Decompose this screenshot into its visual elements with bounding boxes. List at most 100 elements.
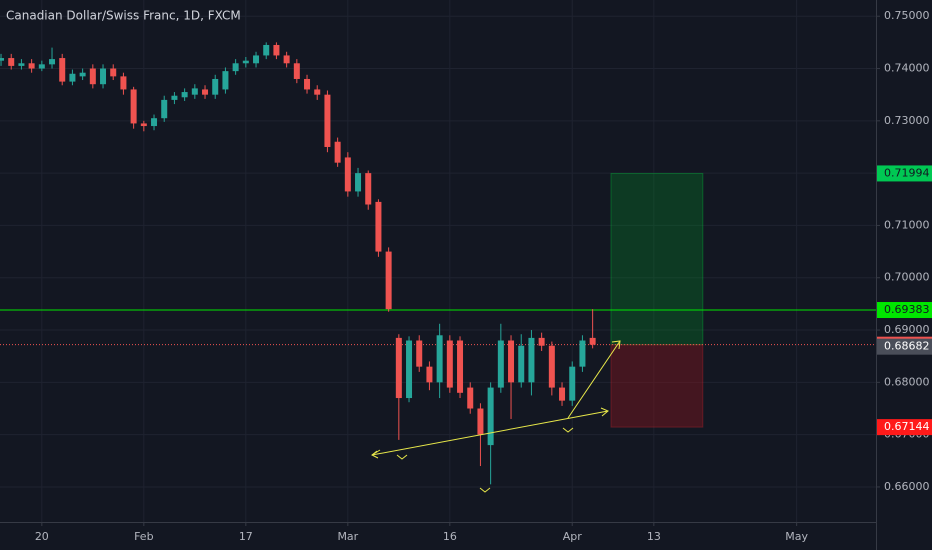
candle-body xyxy=(202,89,209,95)
candles xyxy=(0,42,596,485)
candle-body xyxy=(293,63,300,79)
arrow-head xyxy=(371,450,379,459)
candle-body xyxy=(579,340,586,367)
candle-body xyxy=(222,71,229,90)
x-tick-label: May xyxy=(785,530,808,543)
y-tick-label: 0.73000 xyxy=(884,114,930,127)
candle-body xyxy=(18,63,25,66)
candle-body xyxy=(89,68,96,85)
candle-body xyxy=(467,387,474,409)
candle-body xyxy=(589,337,596,345)
candle-body xyxy=(355,173,362,192)
candle-body xyxy=(181,92,188,98)
candle-body xyxy=(518,345,525,383)
candle-body xyxy=(477,408,484,435)
candle-body xyxy=(171,95,178,100)
candle-body xyxy=(406,340,413,399)
candle-body xyxy=(548,345,555,388)
candle-body xyxy=(508,340,515,383)
candle-body xyxy=(8,58,15,66)
candle-body xyxy=(324,94,331,147)
x-tick-label: Apr xyxy=(563,530,583,543)
chart-title: Canadian Dollar/Swiss Franc, 1D, FXCM xyxy=(6,9,241,23)
candle-body xyxy=(344,157,351,192)
candle-body xyxy=(528,337,535,383)
y-tick-label: 0.71000 xyxy=(884,218,930,231)
arrow-head xyxy=(611,340,621,350)
candle-body xyxy=(457,340,464,393)
candle-body xyxy=(79,72,86,77)
candle-body xyxy=(242,60,249,64)
candle-body xyxy=(436,335,443,383)
x-tick-label: Mar xyxy=(337,530,358,543)
candle-body xyxy=(273,44,280,56)
candle-body xyxy=(375,201,382,252)
position-tool xyxy=(610,172,704,428)
price-label: 0.69383 xyxy=(884,303,930,316)
y-tick-label: 0.66000 xyxy=(884,480,930,493)
candle-body xyxy=(232,63,239,72)
axes: 0.750000.740000.730000.720000.710000.700… xyxy=(35,9,932,543)
x-tick-label: 17 xyxy=(239,530,253,543)
price-label: 0.68682 xyxy=(884,340,930,353)
grid xyxy=(0,0,876,522)
x-tick-label: Feb xyxy=(134,530,153,543)
candle-body xyxy=(38,64,45,69)
candle-body xyxy=(28,63,35,69)
loss-zone xyxy=(610,344,704,428)
candle-body xyxy=(151,118,158,127)
candle-body xyxy=(212,78,219,95)
candle-body xyxy=(446,340,453,388)
chevron xyxy=(479,487,491,493)
candle-body xyxy=(100,68,107,85)
arrow-head xyxy=(600,407,609,417)
candle-body xyxy=(385,251,392,310)
price-label-box xyxy=(877,165,932,182)
candle-body xyxy=(140,123,147,127)
candle-body xyxy=(395,337,402,399)
y-tick-label: 0.69000 xyxy=(884,323,930,336)
candle-body xyxy=(538,337,545,346)
candle-body xyxy=(253,55,260,64)
price-label-box xyxy=(877,419,932,436)
candle-body xyxy=(569,366,576,401)
candle-body xyxy=(416,340,423,367)
candle-body xyxy=(59,58,66,82)
candle-body xyxy=(263,44,270,56)
price-label-box xyxy=(877,338,932,355)
candle-body xyxy=(304,78,311,90)
y-tick-label: 0.68000 xyxy=(884,375,930,388)
price-label-box xyxy=(877,302,932,319)
candle-body xyxy=(365,173,372,205)
candle-body xyxy=(110,68,117,77)
y-tick-label: 0.74000 xyxy=(884,62,930,75)
trend-drawings xyxy=(371,340,621,493)
candle-body xyxy=(161,99,168,119)
y-tick-label: 0.70000 xyxy=(884,271,930,284)
trend-line xyxy=(567,340,621,419)
candle-body xyxy=(497,340,504,388)
candle-body xyxy=(0,58,5,61)
candle-body xyxy=(487,387,494,446)
candle-body xyxy=(283,55,290,64)
candle-body xyxy=(49,59,56,65)
chevron xyxy=(396,454,408,460)
chevron xyxy=(562,427,574,433)
y-tick-label: 0.75000 xyxy=(884,9,930,22)
price-label: 0.71994 xyxy=(884,166,930,179)
candle-body xyxy=(559,387,566,401)
candle-body xyxy=(334,141,341,163)
x-tick-label: 16 xyxy=(443,530,457,543)
price-label: 0.67144 xyxy=(884,420,930,433)
x-tick-label: 13 xyxy=(647,530,661,543)
candle-body xyxy=(314,89,321,95)
candle-body xyxy=(120,76,127,90)
profit-zone xyxy=(610,172,704,346)
candle-body xyxy=(426,366,433,383)
candle-body xyxy=(69,73,76,82)
candle-body xyxy=(191,88,198,95)
trend-line xyxy=(371,410,609,456)
candle-body xyxy=(130,89,137,124)
x-tick-label: 20 xyxy=(35,530,49,543)
